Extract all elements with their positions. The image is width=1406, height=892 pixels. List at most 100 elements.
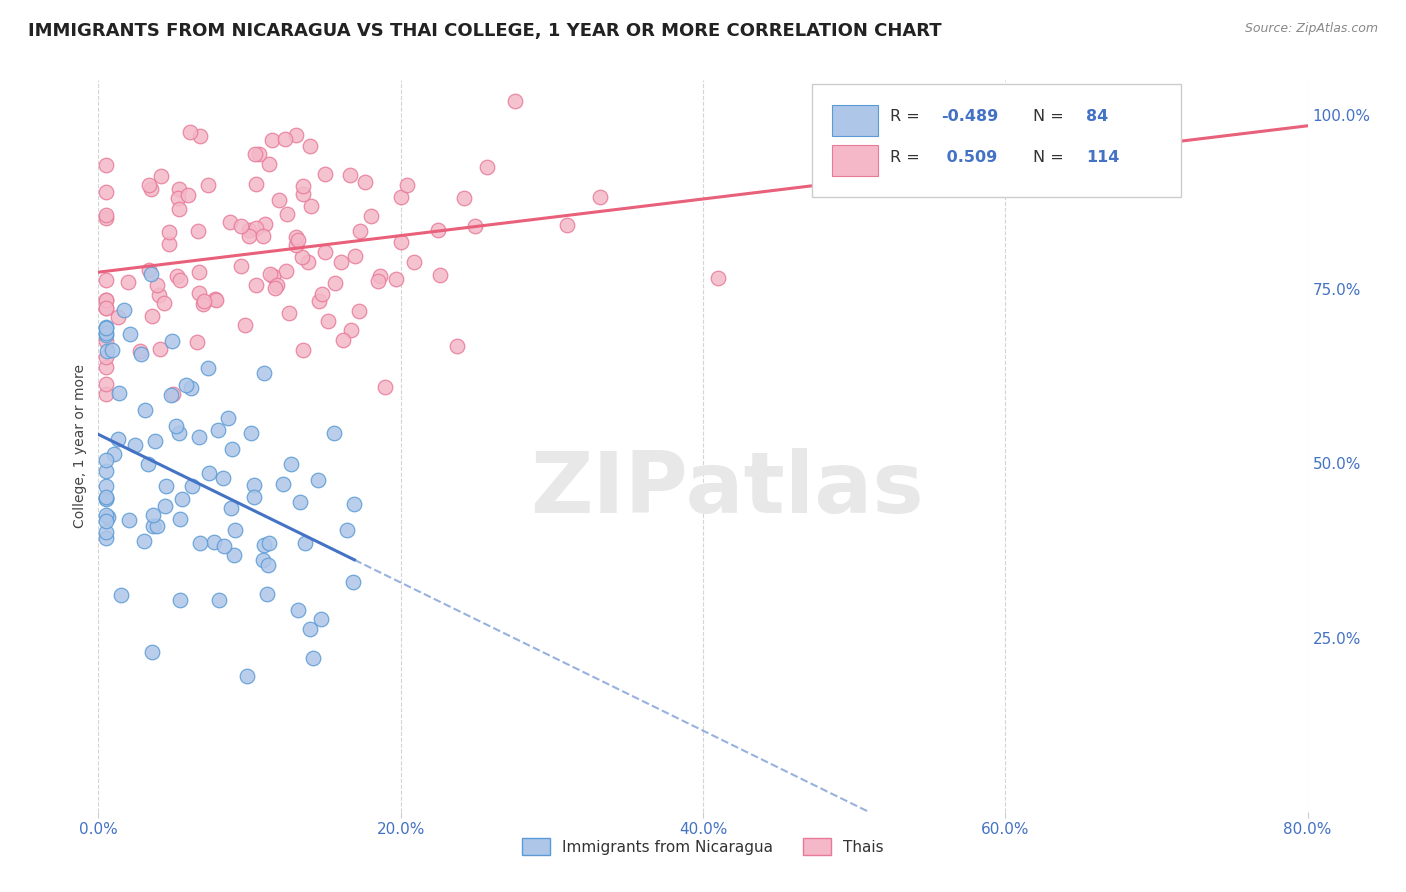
Point	[336, 523, 359, 537]
Text: 114: 114	[1087, 150, 1119, 165]
Point	[367, 274, 389, 288]
Point	[94, 490, 117, 504]
Point	[94, 293, 117, 307]
Point	[197, 178, 219, 192]
Point	[404, 255, 426, 269]
Point	[94, 508, 117, 523]
Point	[94, 492, 117, 507]
Point	[94, 293, 117, 308]
Point	[149, 169, 172, 183]
Point	[475, 160, 498, 174]
Point	[707, 270, 730, 285]
Legend: Immigrants from Nicaragua, Thais: Immigrants from Nicaragua, Thais	[522, 838, 884, 855]
Point	[169, 273, 191, 287]
Point	[103, 447, 125, 461]
Point	[243, 147, 266, 161]
Point	[231, 219, 253, 233]
Point	[94, 350, 117, 364]
Point	[287, 603, 309, 617]
Point	[94, 301, 117, 315]
Point	[153, 500, 176, 514]
Point	[314, 167, 336, 181]
Point	[179, 125, 201, 139]
Point	[110, 589, 132, 603]
Point	[120, 327, 142, 342]
Point	[297, 255, 319, 269]
Point	[107, 310, 129, 325]
Point	[368, 268, 391, 283]
Point	[94, 514, 117, 528]
Point	[94, 185, 117, 199]
Point	[254, 217, 277, 231]
Point	[343, 497, 366, 511]
Point	[94, 453, 117, 467]
Point	[555, 218, 578, 232]
Point	[94, 328, 117, 343]
Point	[332, 333, 354, 347]
Point	[118, 513, 141, 527]
Point	[112, 303, 135, 318]
Point	[308, 294, 330, 309]
Point	[291, 250, 314, 264]
Point	[245, 177, 267, 191]
Point	[339, 322, 361, 336]
Point	[274, 132, 297, 146]
Point	[155, 478, 177, 492]
Point	[256, 587, 278, 601]
Point	[344, 249, 367, 263]
Point	[94, 334, 117, 349]
Point	[339, 169, 361, 183]
Point	[139, 182, 162, 196]
Text: 0.509: 0.509	[941, 150, 997, 165]
Point	[108, 385, 131, 400]
Point	[446, 339, 468, 353]
Text: N =: N =	[1033, 110, 1069, 124]
Point	[396, 178, 419, 193]
Point	[588, 189, 610, 203]
Point	[453, 191, 475, 205]
Point	[142, 518, 165, 533]
Point	[429, 268, 451, 282]
Point	[302, 650, 325, 665]
Point	[132, 533, 155, 548]
Point	[177, 188, 200, 202]
Point	[311, 286, 333, 301]
Point	[142, 508, 165, 523]
Point	[280, 457, 302, 471]
Point	[94, 359, 117, 374]
Point	[94, 531, 117, 545]
Point	[145, 519, 167, 533]
Text: -0.489: -0.489	[941, 110, 998, 124]
FancyBboxPatch shape	[832, 145, 879, 176]
Point	[233, 318, 256, 333]
Point	[94, 491, 117, 505]
Point	[267, 193, 290, 207]
Text: IMMIGRANTS FROM NICARAGUA VS THAI COLLEGE, 1 YEAR OR MORE CORRELATION CHART: IMMIGRANTS FROM NICARAGUA VS THAI COLLEG…	[28, 22, 942, 40]
Point	[322, 425, 344, 440]
Point	[117, 275, 139, 289]
Point	[146, 278, 169, 293]
Point	[148, 288, 170, 302]
Point	[197, 361, 219, 376]
Point	[292, 186, 315, 201]
Point	[167, 202, 190, 216]
Point	[141, 267, 163, 281]
Point	[96, 344, 118, 359]
Point	[242, 490, 264, 504]
Point	[427, 223, 450, 237]
Point	[222, 549, 245, 563]
Point	[94, 479, 117, 493]
Point	[181, 479, 204, 493]
Point	[262, 269, 284, 284]
Point	[204, 292, 226, 306]
Point	[167, 191, 190, 205]
Point	[288, 494, 311, 508]
Point	[94, 273, 117, 287]
Point	[180, 381, 202, 395]
FancyBboxPatch shape	[811, 84, 1181, 197]
Point	[138, 263, 160, 277]
Text: 84: 84	[1087, 110, 1108, 124]
Point	[329, 255, 352, 269]
Point	[253, 538, 276, 552]
Point	[153, 296, 176, 310]
